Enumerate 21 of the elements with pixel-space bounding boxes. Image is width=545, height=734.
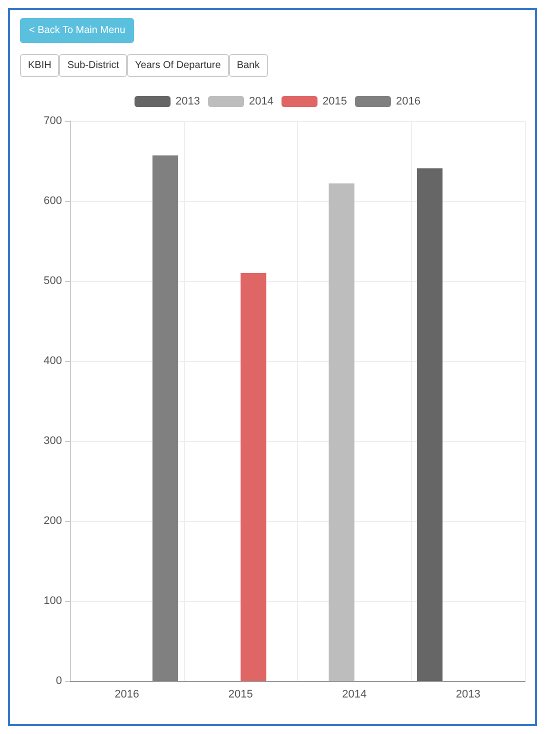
tab-button: KBIH bbox=[20, 54, 60, 77]
y-tick-label: 0 bbox=[56, 675, 62, 687]
x-tick-label: 2014 bbox=[342, 688, 367, 700]
legend-label: 2016 bbox=[396, 96, 420, 108]
y-tick-label: 100 bbox=[44, 595, 62, 607]
y-tick-label: 200 bbox=[44, 515, 62, 527]
legend-label: 2013 bbox=[176, 96, 200, 108]
y-tick-label: 400 bbox=[44, 355, 62, 367]
x-tick-label: 2015 bbox=[228, 688, 253, 700]
y-tick-label: 500 bbox=[44, 275, 62, 287]
tab-button: Years Of Departure bbox=[127, 54, 229, 77]
tab-button: Sub-District bbox=[59, 54, 128, 77]
x-tick-label: 2016 bbox=[114, 688, 140, 700]
tab-button: Bank bbox=[228, 54, 268, 77]
y-tick-label: 600 bbox=[44, 195, 62, 207]
y-tick-label: 700 bbox=[44, 115, 62, 127]
back-button: < Back To Main Menu bbox=[20, 18, 134, 43]
y-tick-label: 300 bbox=[44, 435, 62, 447]
legend-label: 2015 bbox=[322, 96, 347, 108]
x-tick-label: 2013 bbox=[456, 688, 480, 700]
legend-label: 2014 bbox=[249, 96, 274, 108]
